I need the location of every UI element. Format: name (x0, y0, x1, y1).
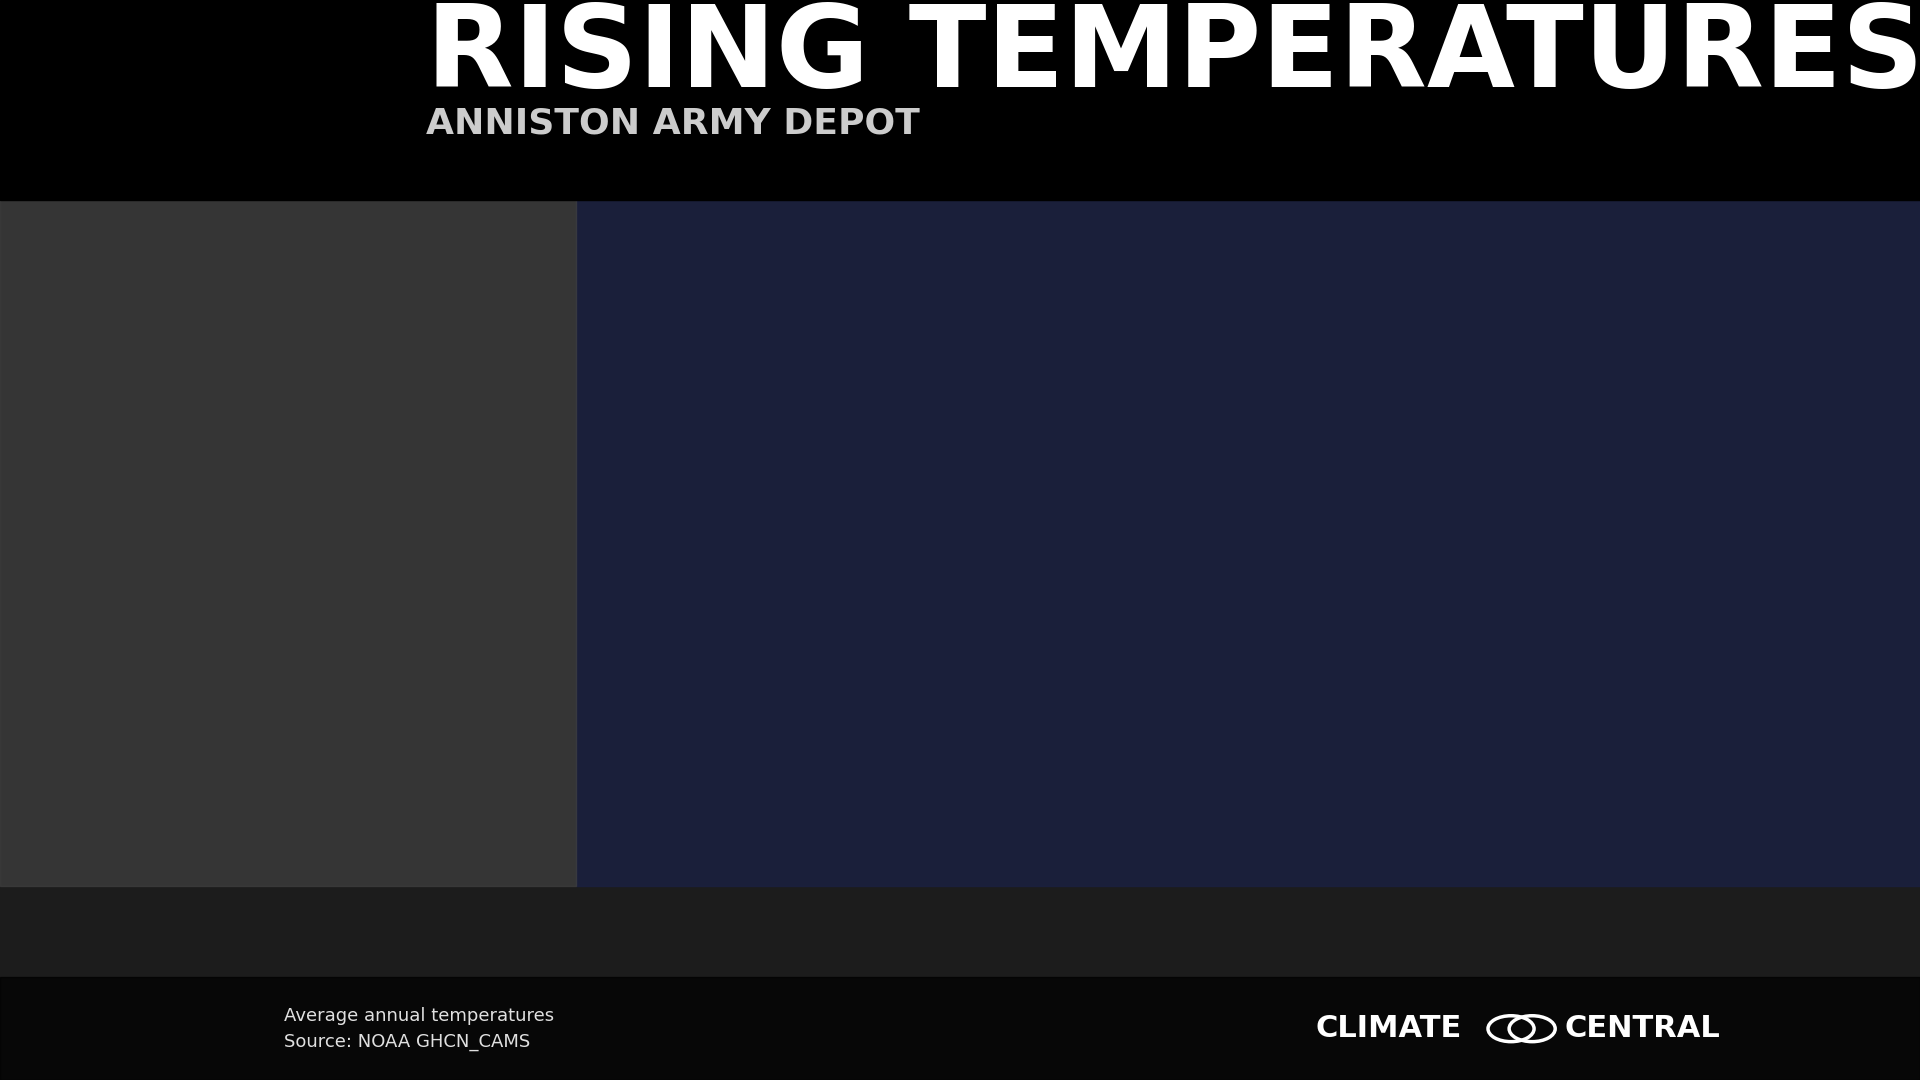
Text: CLIMATE: CLIMATE (1315, 1014, 1461, 1043)
Polygon shape (280, 195, 1920, 831)
Text: ANNISTON ARMY DEPOT: ANNISTON ARMY DEPOT (426, 107, 920, 140)
Polygon shape (0, 195, 280, 985)
Text: CENTRAL: CENTRAL (1565, 1014, 1720, 1043)
Polygon shape (0, 330, 900, 580)
Polygon shape (0, 985, 1920, 1080)
Polygon shape (599, 195, 1920, 600)
Bar (0, 950, 1920, 1080)
Polygon shape (0, 760, 1920, 985)
Text: 1950: 1950 (240, 1009, 442, 1078)
Polygon shape (0, 580, 1920, 985)
Polygon shape (701, 195, 1920, 831)
Text: +1.6°: +1.6° (1427, 721, 1788, 836)
Text: 2017: 2017 (1651, 1009, 1853, 1078)
Polygon shape (0, 630, 680, 985)
Polygon shape (280, 600, 1920, 760)
Polygon shape (0, 195, 1920, 380)
FancyBboxPatch shape (1425, 664, 1805, 893)
Polygon shape (0, 580, 701, 985)
Text: RISING TEMPERATURES: RISING TEMPERATURES (426, 0, 1920, 111)
Text: Average annual temperatures
Source: NOAA GHCN_CAMS: Average annual temperatures Source: NOAA… (284, 1007, 555, 1051)
